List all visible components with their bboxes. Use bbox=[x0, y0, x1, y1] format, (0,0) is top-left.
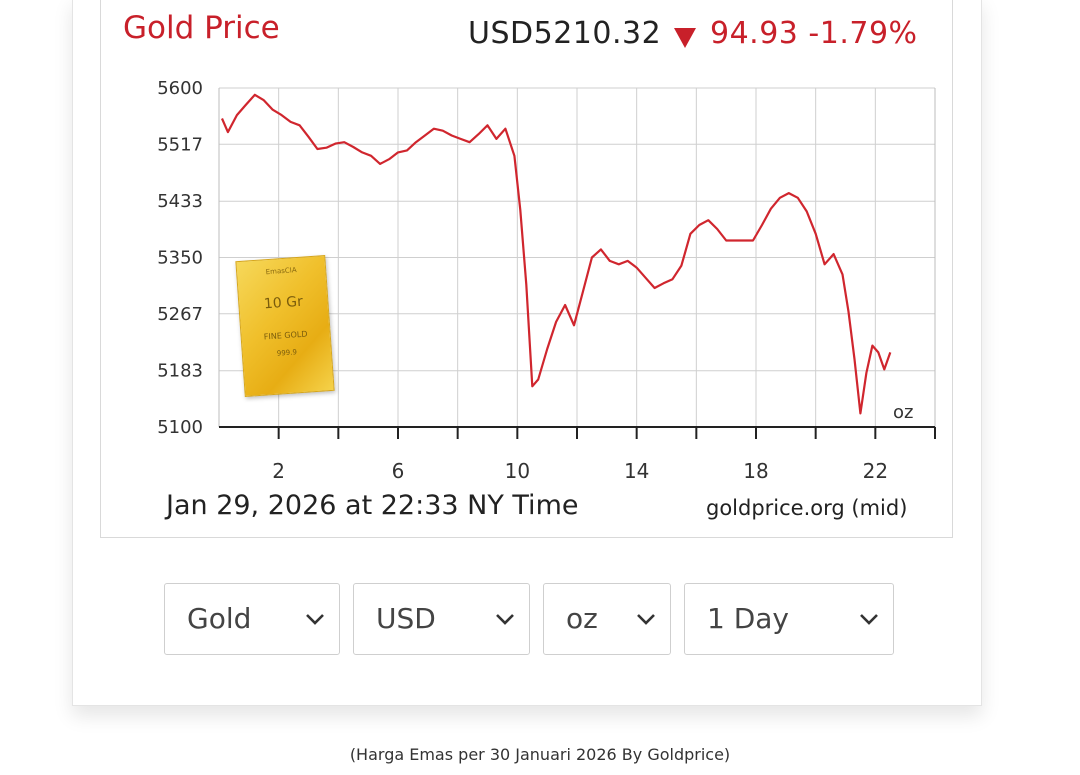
x-tick-label: 10 bbox=[505, 459, 530, 483]
y-tick-label: 5517 bbox=[157, 134, 203, 155]
price-change: 94.93 -1.79% bbox=[710, 16, 918, 51]
y-tick-label: 5350 bbox=[157, 248, 203, 269]
triangle-down-icon bbox=[674, 28, 696, 48]
price-series bbox=[220, 93, 892, 415]
gold-bar-image: EmasCIA 10 Gr FINE GOLD 999.9 bbox=[235, 255, 335, 397]
period-select-value: 1 Day bbox=[707, 602, 790, 635]
y-tick-label: 5267 bbox=[157, 304, 203, 325]
timestamp: Jan 29, 2026 at 22:33 NY Time bbox=[166, 490, 579, 521]
x-tick-label: 2 bbox=[272, 459, 285, 483]
chevron-down-icon bbox=[637, 614, 655, 625]
x-tick-label: 6 bbox=[392, 459, 405, 483]
unit-select[interactable]: oz bbox=[543, 583, 671, 655]
data-source: goldprice.org (mid) bbox=[706, 496, 908, 520]
currency-select[interactable]: USD bbox=[353, 583, 530, 655]
chevron-down-icon bbox=[306, 614, 324, 625]
unit-label: oz bbox=[893, 402, 913, 423]
y-tick-label: 5433 bbox=[157, 191, 203, 212]
line-chart: 5600 5517 5433 5350 5267 5183 5100 2 6 10 14 18 22 o… bbox=[157, 78, 936, 483]
chart-axes: 5600 5517 5433 5350 5267 5183 5100 2 6 10 14 18 22 bbox=[157, 78, 936, 483]
gold-bar-weight: 10 Gr bbox=[263, 293, 304, 313]
chevron-down-icon bbox=[496, 614, 514, 625]
unit-select-value: oz bbox=[566, 602, 598, 635]
gold-bar-fine: FINE GOLD bbox=[263, 329, 308, 342]
gold-bar-brand: EmasCIA bbox=[265, 266, 297, 277]
metal-select-value: Gold bbox=[187, 602, 252, 635]
y-tick-label: 5183 bbox=[157, 361, 203, 382]
chart-title: Gold Price bbox=[123, 10, 280, 46]
price-line bbox=[220, 93, 892, 415]
x-tick-label: 22 bbox=[863, 459, 888, 483]
gold-bar-purity: 999.9 bbox=[276, 348, 298, 358]
period-select[interactable]: 1 Day bbox=[684, 583, 894, 655]
x-tick-label: 14 bbox=[624, 459, 649, 483]
currency-select-value: USD bbox=[376, 602, 436, 635]
image-caption: (Harga Emas per 30 Januari 2026 By Goldp… bbox=[349, 745, 731, 764]
x-tick-label: 18 bbox=[743, 459, 768, 483]
y-tick-label: 5600 bbox=[157, 78, 203, 99]
current-price: USD5210.32 bbox=[468, 16, 662, 51]
y-tick-label: 5100 bbox=[157, 417, 203, 438]
metal-select[interactable]: Gold bbox=[164, 583, 340, 655]
chevron-down-icon bbox=[860, 614, 878, 625]
